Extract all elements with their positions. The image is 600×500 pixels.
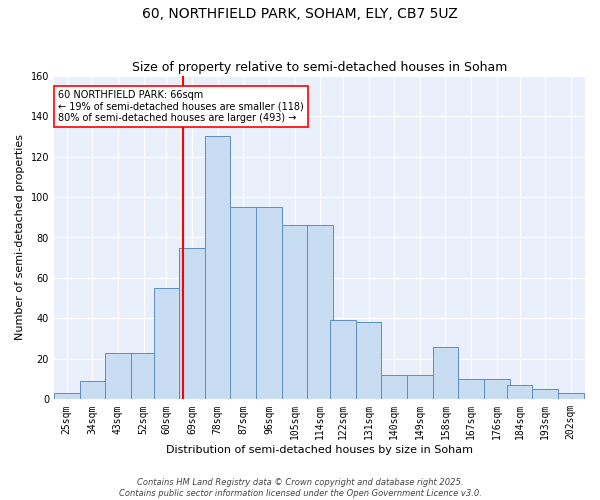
Bar [154, 288, 179, 400]
Text: 60, NORTHFIELD PARK, SOHAM, ELY, CB7 5UZ: 60, NORTHFIELD PARK, SOHAM, ELY, CB7 5UZ [142, 8, 458, 22]
Text: 60 NORTHFIELD PARK: 66sqm
← 19% of semi-detached houses are smaller (118)
80% of: 60 NORTHFIELD PARK: 66sqm ← 19% of semi-… [58, 90, 304, 123]
Bar [256, 207, 282, 400]
Bar [532, 389, 558, 400]
Bar [282, 226, 307, 400]
Text: Contains HM Land Registry data © Crown copyright and database right 2025.
Contai: Contains HM Land Registry data © Crown c… [119, 478, 481, 498]
Title: Size of property relative to semi-detached houses in Soham: Size of property relative to semi-detach… [132, 62, 507, 74]
Bar [230, 207, 256, 400]
Bar [506, 385, 532, 400]
Bar [356, 322, 382, 400]
Bar [407, 375, 433, 400]
Bar [179, 248, 205, 400]
Bar [54, 394, 80, 400]
Bar [458, 379, 484, 400]
Bar [131, 353, 157, 400]
Y-axis label: Number of semi-detached properties: Number of semi-detached properties [15, 134, 25, 340]
Bar [484, 379, 509, 400]
Bar [205, 136, 230, 400]
Bar [80, 381, 105, 400]
Bar [330, 320, 356, 400]
X-axis label: Distribution of semi-detached houses by size in Soham: Distribution of semi-detached houses by … [166, 445, 473, 455]
Bar [433, 346, 458, 400]
Bar [307, 226, 333, 400]
Bar [382, 375, 407, 400]
Bar [558, 394, 584, 400]
Bar [105, 353, 131, 400]
